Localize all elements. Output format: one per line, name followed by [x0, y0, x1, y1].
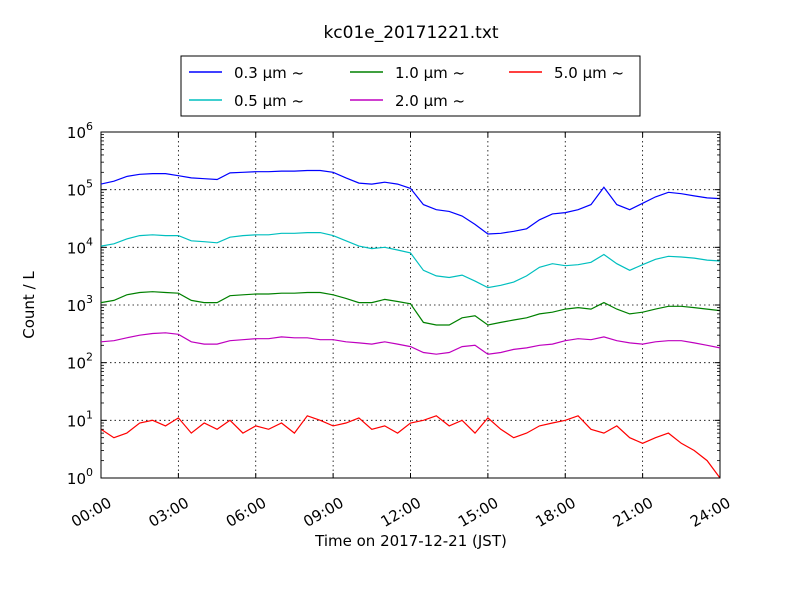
- legend-items: 0.3 μm ~ 1.0 μm ~ 5.0 μm ~ 0.5 μm ~ 2.0 μm ~: [189, 64, 624, 110]
- x-tick-label: 18:00: [532, 494, 578, 531]
- x-axis-label: Time on 2017-12-21 (JST): [314, 532, 507, 550]
- x-tick-label: 09:00: [300, 494, 346, 531]
- y-tick-label: 106: [67, 120, 93, 142]
- series-line-5: [100, 415, 721, 479]
- plot-frame: [100, 131, 721, 479]
- legend-label-4: 2.0 μm ~: [395, 92, 465, 110]
- x-tick-label: 15:00: [455, 494, 501, 531]
- y-axis-label: Count / L: [20, 271, 38, 339]
- y-tick-label: 105: [67, 178, 93, 200]
- legend-label-5: 5.0 μm ~: [554, 64, 624, 82]
- x-tick-label: 21:00: [610, 494, 656, 531]
- plot-area: 00:00 03:00 06:00 09:00 12:00 15:00 18:00 21:00…: [67, 120, 734, 531]
- legend: 0.3 μm ~ 1.0 μm ~ 5.0 μm ~ 0.5 μm ~ 2.0 μm ~: [180, 55, 641, 117]
- x-tick-label: 12:00: [378, 494, 424, 531]
- legend-label-3: 1.0 μm ~: [395, 64, 465, 82]
- y-tick-label: 103: [67, 293, 93, 315]
- series-line-4: [100, 332, 721, 355]
- y-tick-label: 102: [67, 351, 93, 373]
- legend-label-1: 0.3 μm ~: [234, 64, 304, 82]
- y-tick-label: 100: [67, 466, 93, 488]
- series-line-1: [100, 169, 721, 235]
- x-tick-label: 03:00: [146, 494, 192, 531]
- chart-title: kc01e_20171221.txt: [323, 23, 498, 43]
- legend-box: [180, 55, 641, 117]
- y-tick-label: 104: [67, 235, 93, 257]
- x-tick-label: 06:00: [223, 494, 269, 531]
- series-line-3: [100, 291, 721, 326]
- y-tick-label: 101: [67, 408, 93, 430]
- legend-label-2: 0.5 μm ~: [234, 92, 304, 110]
- x-tick-label: 00:00: [68, 494, 114, 531]
- x-tick-label: 24:00: [687, 494, 733, 531]
- series-layer: [100, 169, 721, 479]
- series-line-2: [100, 232, 721, 289]
